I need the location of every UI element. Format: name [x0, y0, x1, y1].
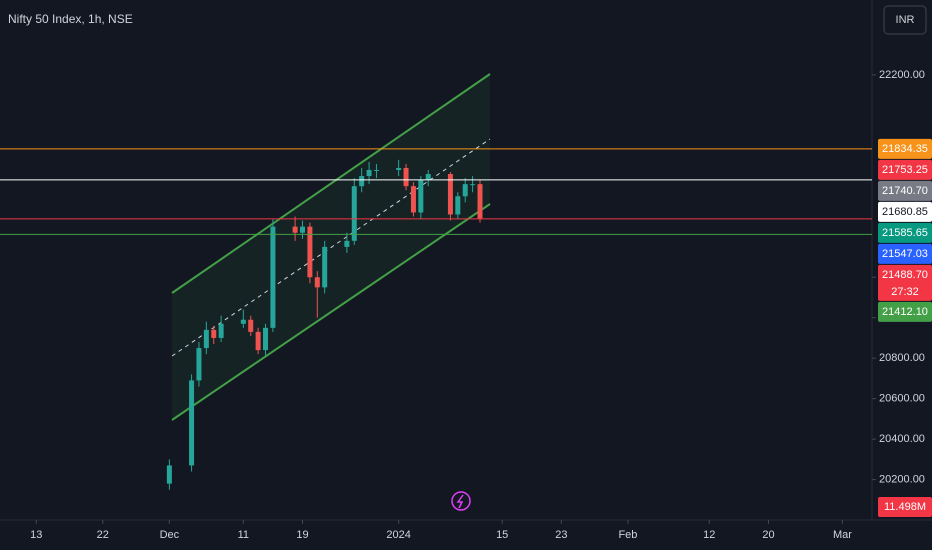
candle-body	[455, 196, 461, 215]
price-tag-label: 21547.03	[882, 248, 928, 260]
price-tag-countdown: 27:32	[891, 286, 919, 298]
price-tag-label: 21680.85	[882, 206, 928, 218]
price-tag	[878, 180, 932, 201]
price-tag-label: 21740.70	[882, 185, 928, 197]
x-tick-label: Feb	[618, 529, 637, 541]
candle-body	[248, 319, 254, 332]
x-tick-label: Dec	[160, 529, 180, 541]
candle-body	[418, 180, 424, 213]
channel-median	[171, 138, 491, 357]
candle-body	[211, 329, 217, 338]
x-tick-label: 13	[30, 529, 42, 541]
candle-body	[322, 246, 328, 288]
candle-body	[462, 184, 468, 197]
volume-tag	[878, 497, 932, 517]
lightning-icon[interactable]	[451, 491, 471, 511]
price-tag	[878, 243, 932, 264]
candle-body	[344, 240, 350, 247]
candle-body	[373, 169, 379, 171]
candle-body	[314, 277, 320, 288]
candle-body	[218, 323, 224, 338]
candle-body	[196, 348, 202, 381]
price-tag	[878, 138, 932, 159]
y-tick-label: 20800.00	[879, 352, 925, 364]
x-tick-label: 2024	[386, 529, 410, 541]
candle-body	[300, 226, 306, 233]
channel-line	[171, 73, 491, 294]
candle-body	[240, 319, 246, 324]
candle-body	[477, 184, 483, 219]
currency-label[interactable]: INR	[896, 14, 915, 26]
x-tick-label: 23	[555, 529, 567, 541]
x-tick-label: 19	[296, 529, 308, 541]
y-tick-label: 20600.00	[879, 393, 925, 405]
candle-body	[425, 174, 431, 181]
candle-body	[359, 176, 365, 187]
price-tag	[878, 264, 932, 301]
x-tick-label: 20	[762, 529, 774, 541]
candle-body	[292, 226, 298, 233]
candle-body	[166, 465, 172, 484]
candle-body	[366, 169, 372, 177]
x-tick-label: 11	[238, 529, 249, 541]
y-tick-label: 22200.00	[879, 69, 925, 81]
y-tick-label: 20400.00	[879, 433, 925, 445]
price-tag-label: 21412.10	[882, 306, 928, 318]
candle-body	[410, 186, 416, 213]
price-tag-label: 21834.35	[882, 143, 928, 155]
candle-body	[470, 184, 476, 186]
price-tag-label: 21753.25	[882, 164, 928, 176]
candle-body	[255, 331, 261, 351]
x-tick-label: 15	[496, 529, 508, 541]
candle-body	[403, 167, 409, 187]
x-tick-label: Mar	[833, 529, 852, 541]
price-tag-label: 21585.65	[882, 227, 928, 239]
y-tick-label: 20200.00	[879, 474, 925, 486]
candle-body	[189, 380, 195, 466]
price-tag	[878, 222, 932, 243]
price-tag	[878, 201, 932, 222]
volume-label: 11.498M	[884, 501, 926, 513]
candle-body	[447, 174, 453, 215]
currency-button[interactable]	[883, 5, 927, 35]
candle-body	[396, 167, 402, 170]
candle-body	[351, 186, 357, 241]
price-tag-label: 21488.70	[882, 269, 928, 281]
x-tick-label: 22	[97, 529, 109, 541]
candle-body	[270, 226, 276, 328]
price-tag	[878, 301, 932, 322]
price-tag	[878, 159, 932, 180]
channel-line	[171, 203, 491, 421]
candle-body	[307, 226, 313, 278]
chart-title: Nifty 50 Index, 1h, NSE	[8, 12, 133, 26]
x-tick-label: 12	[703, 529, 715, 541]
candle-body	[263, 327, 269, 351]
candle-body	[203, 329, 209, 349]
